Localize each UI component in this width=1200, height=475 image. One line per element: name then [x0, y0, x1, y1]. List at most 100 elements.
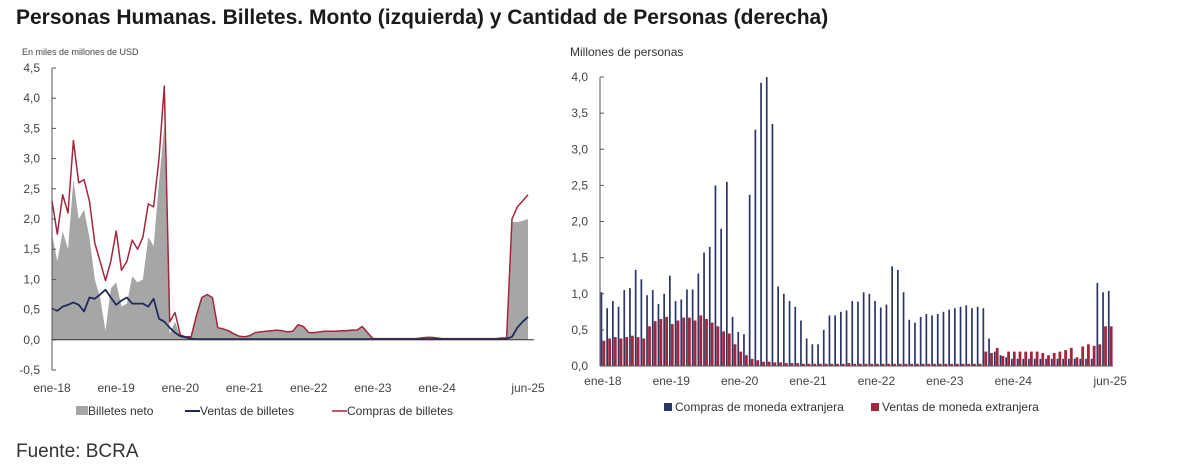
bar-ventas-moneda	[682, 317, 686, 366]
right-ytick-label: 1,0	[571, 287, 588, 301]
bar-compras-moneda	[1045, 358, 1047, 366]
right-ytick-label: 0,5	[571, 323, 588, 337]
bar-ventas-moneda	[847, 363, 851, 366]
left-xtick-label: ene-19	[97, 381, 135, 395]
right-ytick-label: 4,0	[571, 70, 588, 84]
left-ytick-label: 1,5	[23, 242, 40, 256]
bar-ventas-moneda	[881, 363, 885, 366]
bar-compras-moneda	[942, 311, 945, 366]
bar-compras-moneda	[1102, 292, 1104, 366]
bar-ventas-moneda	[955, 363, 959, 366]
bar-compras-moneda	[857, 301, 859, 366]
bar-compras-moneda	[680, 299, 683, 366]
bar-compras-moneda	[971, 308, 973, 366]
bar-ventas-moneda	[756, 360, 760, 366]
left-ytick-label: 0,0	[23, 333, 40, 347]
bar-compras-moneda	[691, 289, 694, 366]
bar-compras-moneda	[748, 194, 751, 366]
bar-ventas-moneda	[705, 319, 708, 366]
bar-ventas-moneda	[642, 338, 646, 366]
bar-ventas-moneda	[670, 324, 674, 366]
left-ytick-label: 3,5	[23, 121, 40, 135]
bar-ventas-moneda	[790, 363, 794, 366]
bar-ventas-moneda	[853, 363, 857, 366]
bar-compras-moneda	[988, 338, 990, 366]
bar-ventas-moneda	[927, 363, 931, 366]
right-ytick-label: 2,5	[571, 178, 588, 192]
bar-compras-moneda	[976, 306, 979, 366]
bar-compras-moneda	[1028, 358, 1030, 366]
right-ytick-label: 1,5	[571, 251, 588, 265]
legend-ventas-billetes: Ventas de billetes	[200, 404, 294, 418]
right-xtick-label: ene-19	[653, 374, 691, 388]
bar-ventas-moneda	[1047, 355, 1050, 366]
bar-ventas-moneda	[1069, 347, 1073, 366]
left-xtick-label: ene-22	[290, 381, 328, 395]
bar-compras-moneda	[851, 301, 854, 366]
bar-ventas-moneda	[870, 363, 874, 366]
bar-ventas-moneda	[841, 363, 845, 366]
bar-ventas-moneda	[1075, 357, 1079, 366]
chart-title: Personas Humanas. Billetes. Monto (izqui…	[16, 6, 829, 29]
right-ytick-label: 3,5	[571, 106, 588, 120]
bar-compras-moneda	[737, 332, 740, 366]
bar-ventas-moneda	[933, 363, 936, 366]
bar-ventas-moneda	[659, 319, 663, 366]
left-xtick-label: ene-18	[33, 381, 71, 395]
right-ytick-label: 2,0	[571, 215, 588, 229]
right-xtick-label: ene-23	[926, 374, 964, 388]
left-ytick-label: 4,5	[23, 61, 40, 75]
left-ytick-label: 3,0	[23, 152, 40, 166]
bar-ventas-moneda	[733, 344, 737, 366]
bar-ventas-moneda	[1092, 345, 1096, 366]
bar-ventas-moneda	[876, 363, 879, 366]
bar-compras-moneda	[743, 334, 745, 366]
bar-ventas-moneda	[1058, 351, 1062, 366]
right-ytick-label: 0,0	[571, 359, 588, 373]
bar-compras-moneda	[954, 308, 956, 366]
series-compras-billetes-line	[51, 85, 529, 340]
bar-compras-moneda	[726, 181, 728, 366]
left-chart: En miles de millones de USD 4,5 4,0 3,5 3,0…	[19, 47, 545, 418]
bar-compras-moneda	[1022, 358, 1025, 366]
bar-compras-moneda	[982, 308, 985, 366]
bar-compras-moneda	[714, 185, 717, 366]
bar-compras-moneda	[657, 303, 660, 366]
bar-compras-moneda	[1062, 358, 1064, 366]
left-unit-label: En miles de millones de USD	[22, 47, 139, 57]
bar-ventas-moneda	[830, 363, 834, 366]
source-note: Fuente: BCRA	[16, 441, 139, 462]
bar-compras-moneda	[897, 269, 899, 366]
bar-compras-moneda	[879, 307, 882, 366]
legend-swatch-ventas-moneda	[871, 403, 879, 411]
bar-ventas-moneda	[631, 335, 634, 366]
bar-compras-moneda	[1090, 358, 1093, 366]
bar-ventas-moneda	[1007, 351, 1010, 366]
left-xtick-label: ene-24	[418, 381, 456, 395]
bar-compras-moneda	[731, 316, 734, 366]
bar-compras-moneda	[885, 304, 888, 366]
left-xtick-label: ene-21	[226, 381, 264, 395]
bar-ventas-moneda	[1012, 351, 1016, 366]
bar-ventas-moneda	[910, 363, 914, 366]
bar-ventas-moneda	[602, 340, 606, 366]
bar-compras-moneda	[697, 273, 700, 366]
bar-compras-moneda	[999, 355, 1002, 366]
right-xtick-label: jun-25	[1092, 374, 1127, 388]
left-xtick-label: jun-25	[510, 381, 545, 395]
bar-compras-moneda	[925, 314, 928, 366]
bar-ventas-moneda	[893, 363, 896, 366]
bar-ventas-moneda	[1081, 346, 1085, 366]
left-ytick-label: 0,5	[23, 303, 40, 317]
bar-ventas-moneda	[648, 326, 651, 366]
bar-ventas-moneda	[1087, 344, 1090, 366]
bar-compras-moneda	[891, 266, 893, 366]
series-billetes-neto-area	[52, 125, 528, 340]
bar-compras-moneda	[646, 295, 648, 366]
right-ytick-label: 3,0	[571, 142, 588, 156]
bar-ventas-moneda	[1001, 355, 1005, 366]
legend-compras-moneda: Compras de moneda extranjera	[675, 400, 844, 414]
bar-compras-moneda	[948, 309, 950, 366]
bar-ventas-moneda	[688, 317, 691, 366]
bar-ventas-moneda	[995, 347, 999, 366]
